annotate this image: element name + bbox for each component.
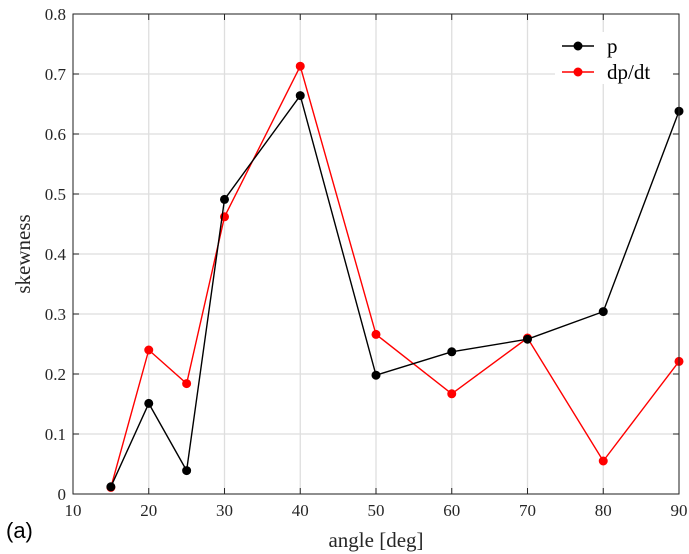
axis-ticks: 10 20 30 40 50 60 70 80 90 0 0.1 0.2 0.3 0.4 0.5 0.6 0.7… bbox=[45, 5, 688, 520]
x-tick-label: 20 bbox=[140, 501, 157, 520]
legend-entry: p bbox=[562, 34, 618, 58]
legend-entry: dp/dt bbox=[562, 60, 650, 84]
x-tick-label: 40 bbox=[292, 501, 309, 520]
data-point bbox=[106, 482, 116, 492]
y-tick-label: 0 bbox=[58, 485, 67, 504]
y-tick-label: 0.4 bbox=[45, 245, 67, 264]
legend-label: p bbox=[607, 34, 618, 58]
data-point bbox=[598, 307, 608, 317]
data-point bbox=[182, 466, 192, 476]
legend: pdp/dt bbox=[555, 32, 673, 84]
data-point bbox=[598, 456, 608, 466]
data-point bbox=[295, 61, 305, 71]
legend-marker bbox=[573, 41, 583, 51]
data-point bbox=[447, 347, 457, 357]
y-tick-label: 0.7 bbox=[45, 65, 67, 84]
x-tick-label: 80 bbox=[595, 501, 612, 520]
legend-marker bbox=[573, 67, 583, 77]
legend-label: dp/dt bbox=[607, 60, 650, 84]
y-tick-label: 0.6 bbox=[45, 125, 66, 144]
series-layer bbox=[106, 61, 684, 492]
y-tick-label: 0.2 bbox=[45, 365, 66, 384]
x-tick-label: 90 bbox=[671, 501, 688, 520]
series-line bbox=[110, 65, 680, 488]
data-point bbox=[523, 334, 532, 344]
x-tick-label: 30 bbox=[216, 501, 233, 520]
y-tick-label: 0.5 bbox=[45, 185, 66, 204]
y-tick-label: 0.1 bbox=[45, 425, 66, 444]
data-point bbox=[447, 389, 457, 399]
y-tick-label: 0.8 bbox=[45, 5, 66, 24]
data-point bbox=[182, 379, 192, 389]
data-point bbox=[144, 398, 154, 408]
y-axis-label: skewness bbox=[11, 214, 35, 293]
series-p bbox=[106, 91, 684, 492]
data-point bbox=[220, 194, 229, 204]
y-tick-label: 0.3 bbox=[45, 305, 66, 324]
x-tick-label: 50 bbox=[368, 501, 385, 520]
legend-box bbox=[555, 32, 673, 84]
data-point bbox=[144, 345, 154, 355]
grid bbox=[72, 13, 680, 495]
data-point bbox=[295, 91, 305, 101]
data-point bbox=[371, 329, 381, 339]
x-tick-label: 70 bbox=[519, 501, 536, 520]
series-line bbox=[110, 94, 680, 488]
x-tick-label: 60 bbox=[443, 501, 460, 520]
data-point bbox=[371, 370, 381, 380]
x-axis-label: angle [deg] bbox=[328, 528, 423, 552]
x-tick-label: 10 bbox=[65, 501, 82, 520]
panel-label: (a) bbox=[6, 518, 33, 543]
